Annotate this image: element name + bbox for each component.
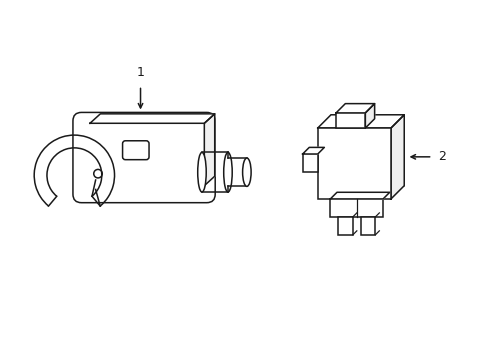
Bar bbox=[360, 217, 375, 235]
FancyBboxPatch shape bbox=[122, 141, 149, 160]
Text: 1: 1 bbox=[136, 66, 144, 79]
Bar bbox=[335, 113, 365, 128]
Polygon shape bbox=[390, 115, 404, 199]
Polygon shape bbox=[302, 147, 324, 154]
Bar bbox=[330, 115, 404, 186]
Polygon shape bbox=[90, 114, 214, 123]
Polygon shape bbox=[335, 104, 374, 113]
Bar bbox=[317, 128, 390, 199]
Bar bbox=[337, 217, 352, 235]
FancyBboxPatch shape bbox=[73, 112, 215, 203]
Ellipse shape bbox=[242, 158, 251, 186]
Bar bbox=[302, 154, 317, 172]
Text: 2: 2 bbox=[437, 150, 445, 163]
Circle shape bbox=[94, 170, 102, 178]
Polygon shape bbox=[317, 115, 404, 128]
Polygon shape bbox=[330, 192, 389, 199]
Polygon shape bbox=[365, 104, 374, 128]
Ellipse shape bbox=[197, 152, 206, 192]
Bar bbox=[330, 199, 382, 217]
Polygon shape bbox=[204, 114, 214, 186]
Ellipse shape bbox=[223, 152, 232, 192]
